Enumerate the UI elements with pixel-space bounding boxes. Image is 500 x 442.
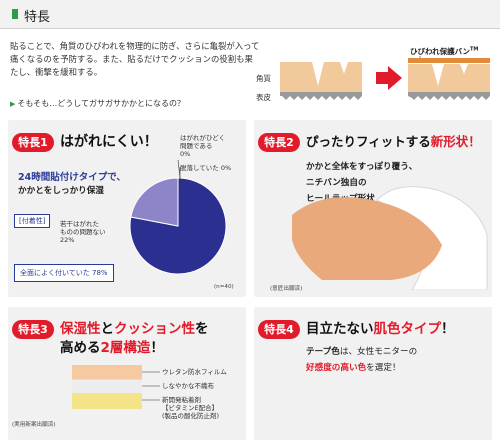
feature3-title-b2: 2層構造 (100, 340, 151, 356)
feature1-sub-line2: かかとをしっかり保湿 (18, 186, 104, 196)
layer-urethane (72, 365, 142, 379)
feature1-sub-blue: 24時間貼付けタイプで、 (18, 172, 126, 183)
feature2-title-b: 新形状！ (430, 134, 481, 149)
page-title: 特長 (24, 10, 51, 25)
label-hyohi: 表皮 (256, 93, 271, 102)
feature4-line1: テープ色は、女性モニターの (306, 345, 417, 360)
layer-nonwoven (72, 379, 142, 394)
intro-text: 貼ることで、角質のひびわれを物理的に防ぎ、さらに亀裂が入って痛くなるのを予防する… (10, 41, 260, 77)
arrow-right-icon (376, 66, 402, 90)
feature4-line2-a: 好感度の高い色 (306, 363, 367, 373)
layer-leader-lines (142, 371, 160, 401)
pie-leader-lines (177, 159, 181, 188)
feature2-footnote: (意匠出願済) (270, 286, 303, 292)
pie-label-some: 若干はがれた ものの問題ない 22% (60, 220, 106, 244)
feature3-title-a1: 保湿性 (60, 321, 101, 337)
header-accent-mark (12, 9, 18, 19)
feature2-badge: 特長2 (258, 133, 300, 152)
protect-band-label: ひびわれ保護バンTM (410, 46, 478, 57)
heel-wrap-image (292, 186, 488, 290)
feature2-title: ぴったりフィットする新形状！ (306, 131, 481, 150)
feature1-tag: [付着性] (14, 214, 51, 228)
feature4-title: 目立たない肌色タイプ！ (306, 317, 455, 337)
skin-after (408, 58, 490, 100)
feature4-line1-b: は、女性モニターの (339, 347, 418, 357)
feature1-title: はがれにくい！ (60, 134, 158, 150)
pie-label-full: 全面によく付いていた 78% (14, 264, 114, 282)
feature3-title-a2: と (100, 321, 115, 337)
feature4-title-b: 肌色タイプ (373, 321, 442, 337)
feature2-line2: ニチバン独自の (306, 178, 367, 188)
feature3-title-line1: 保湿性とクッション性を (60, 317, 209, 337)
feature1-badge: 特長1 (12, 133, 54, 152)
section-header: 特長 (0, 0, 500, 29)
pie-label-problem: はがれがひどく 問題である 0% (180, 134, 226, 158)
feature3-title-a4: を (195, 321, 209, 337)
tm-mark: TM (470, 46, 479, 53)
feature4-line2-b: を選定！ (366, 363, 401, 373)
skin-before (280, 62, 362, 100)
feature3-title-b3: ！ (150, 340, 164, 356)
feature4-title-c: ！ (441, 321, 455, 337)
feature2-title-a: ぴったりフィットする (306, 134, 431, 149)
layer-adhesive (72, 393, 142, 409)
feature3-title-b1: 高める (60, 340, 101, 356)
label-kakushitsu: 角質 (256, 74, 271, 83)
feature4-line1-a: テープ色 (306, 347, 340, 357)
why-link-label: そもそも…どうしてガサガサかかとになるの？ (17, 99, 185, 108)
feature3-badge: 特長3 (12, 320, 54, 339)
pie-slice-1 (130, 177, 179, 227)
feature4-title-a: 目立たない (306, 321, 374, 337)
layer1-label: ウレタン防水フィルム (162, 368, 227, 376)
feature2-line1: かかと全体をすっぽり覆う、 (306, 162, 418, 172)
skin-crack-diagram (280, 56, 490, 100)
pie-label-peeled: 脱落していた 0% (180, 164, 232, 172)
why-link[interactable]: ▶ そもそも…どうしてガサガサかかとになるの？ (10, 98, 185, 109)
triangle-bullet-icon: ▶ (10, 100, 16, 108)
protect-band-text: ひびわれ保護バン (410, 47, 470, 56)
feature3-footnote: (実用新案出願済) (12, 422, 56, 428)
layer3-label: 新開発粘着剤 【ビタミンE配合】 (製品の酸化防止剤) (162, 396, 220, 420)
feature4-badge: 特長4 (258, 320, 300, 339)
feature4-line2: 好感度の高い色を選定！ (306, 361, 401, 376)
feature3-title-a3: クッション性 (114, 321, 195, 337)
layer2-label: しなやかな不織布 (162, 382, 214, 390)
feature3-title-line2: 高める2層構造！ (60, 336, 164, 356)
adhesion-pie-chart (129, 177, 227, 275)
pie-footnote: (n=40) (214, 284, 234, 290)
